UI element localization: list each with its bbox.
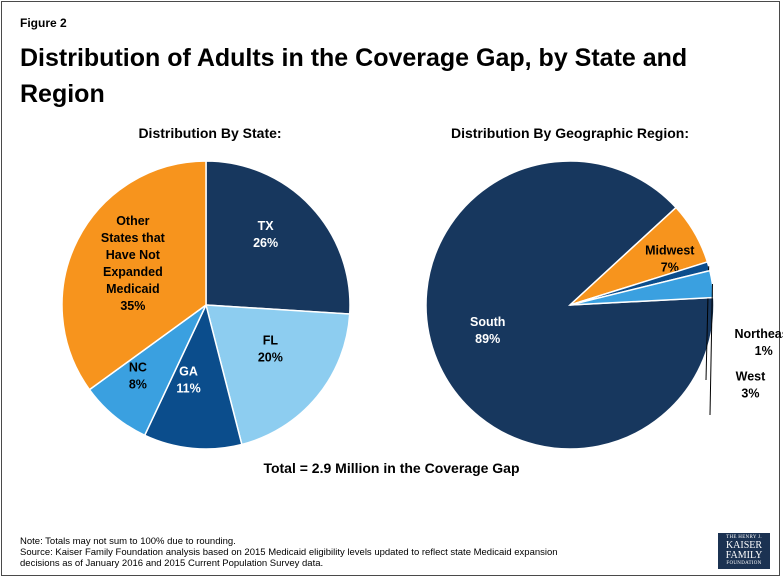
slice-label-tx: TX 26% [253, 219, 278, 250]
note-line-1: Note: Totals may not sum to 100% due to … [20, 536, 236, 547]
chart-title: Distribution of Adults in the Coverage G… [20, 44, 688, 108]
kff-logo: THE HENRY J. KAISER FAMILY FOUNDATION [718, 533, 770, 569]
state-pie-heading: Distribution By State: [138, 125, 282, 141]
pie-slice-fl [205, 304, 351, 446]
source-note: Note: Totals may not sum to 100% due to … [20, 536, 700, 569]
note-line-3: decisions as of January 2016 and 2015 Cu… [20, 558, 324, 569]
slice-label-other-states-that-have-not-expanded-medicaid: Other States that Have Not Expanded Medicaid… [101, 214, 166, 313]
figure-label: Figure 2 [20, 16, 67, 30]
logo-line-3: FAMILY [725, 550, 763, 561]
note-line-2: Source: Kaiser Family Foundation analysi… [20, 547, 558, 558]
slice-label-midwest: Midwest 7% [645, 244, 695, 275]
total-caption: Total = 2.9 Million in the Coverage Gap [263, 460, 520, 476]
state-pie: TX 26% FL 20% GA 11% NC 8% Other States that Have … [61, 160, 351, 450]
slice-label-northeast: Northeast1% [735, 327, 783, 358]
slice-label-fl: FL 20% [258, 334, 283, 365]
pie-slice-other-states-that-have-not-expanded-medicaid [61, 160, 207, 391]
slice-label-nc: NC 8% [129, 360, 147, 391]
logo-line-2: KAISER [725, 540, 763, 551]
slice-label-south: South 89% [470, 315, 505, 346]
slice-label-ga: GA 11% [176, 364, 200, 395]
leader-line-west [709, 283, 713, 416]
pie-slice-ga [143, 302, 243, 450]
logo-line-4: FOUNDATION [726, 561, 762, 566]
pie-slice-tx [205, 160, 351, 315]
region-pie-heading: Distribution By Geographic Region: [450, 125, 689, 141]
logo-line-1: THE HENRY J. [726, 535, 762, 540]
slice-label-west: West 3% [736, 369, 766, 400]
